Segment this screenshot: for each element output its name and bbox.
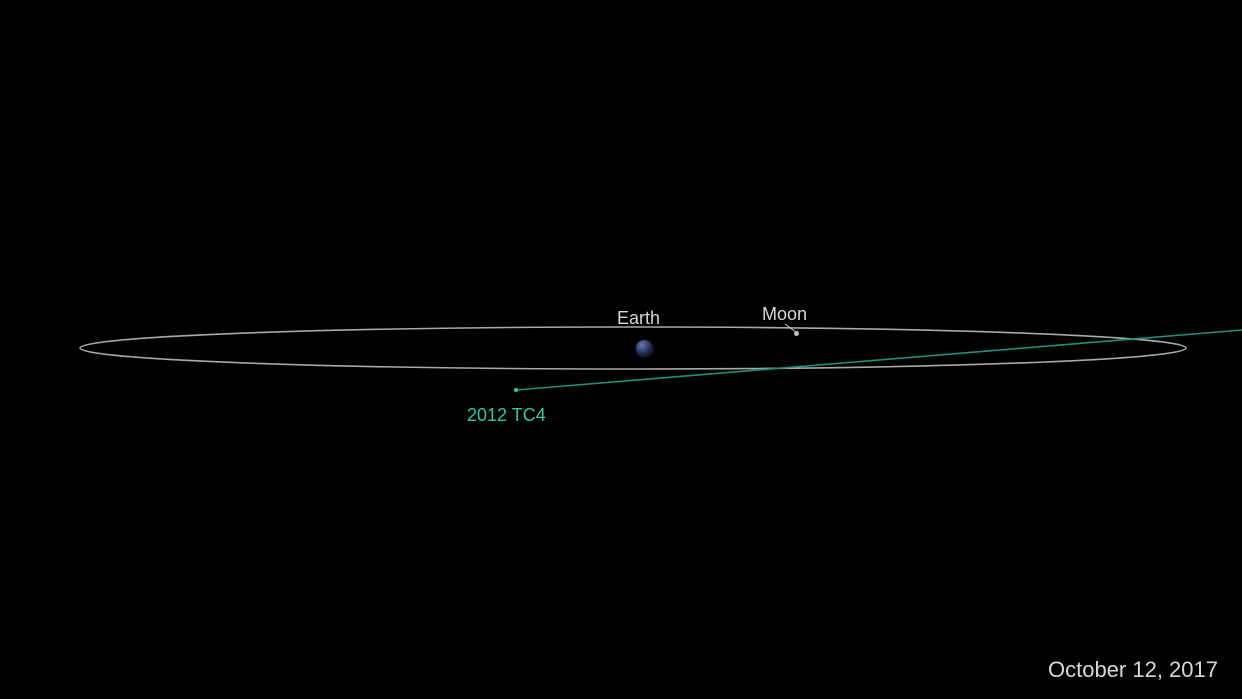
earth-body xyxy=(636,340,653,357)
orbital-diagram: Earth Moon 2012 TC4 October 12, 2017 xyxy=(0,0,1242,699)
date-label: October 12, 2017 xyxy=(1048,657,1218,683)
asteroid-trajectory xyxy=(516,330,1242,390)
moon-label: Moon xyxy=(762,304,807,325)
asteroid-point xyxy=(514,388,518,392)
asteroid-label: 2012 TC4 xyxy=(467,405,546,426)
diagram-svg xyxy=(0,0,1242,699)
earth-label: Earth xyxy=(617,308,660,329)
moon-body xyxy=(794,331,799,336)
